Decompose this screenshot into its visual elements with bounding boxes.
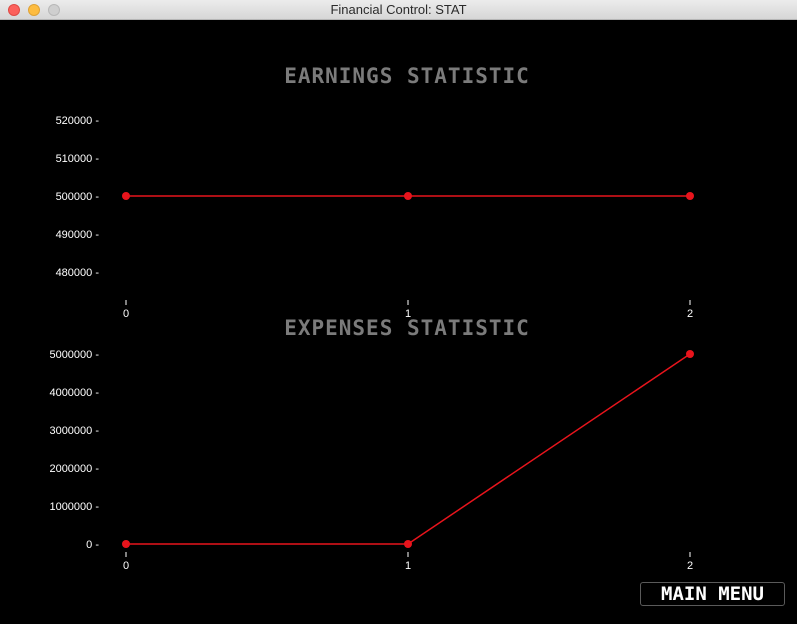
expenses-data-point [686, 350, 694, 358]
expenses-x-tick-label: 2 [687, 560, 693, 572]
expenses-x-tick-label: 1 [405, 560, 411, 572]
window-title: Financial Control: STAT [330, 2, 467, 17]
stat-screen: EARNINGS STATISTIC EXPENSES STATISTIC 48… [0, 20, 797, 624]
earnings-y-tick-label: 510000 - [56, 153, 100, 165]
expenses-y-tick-label: 1000000 - [49, 501, 99, 513]
earnings-y-tick-label: 480000 - [56, 267, 100, 279]
zoom-window-button[interactable] [48, 4, 60, 16]
close-window-button[interactable] [8, 4, 20, 16]
earnings-chart: 480000 - 490000 - 500000 - 510000 - 520000 -… [56, 115, 694, 320]
title-bar: Financial Control: STAT [0, 0, 797, 20]
earnings-data-point [404, 192, 412, 200]
expenses-y-tick-label: 0 - [86, 539, 99, 551]
expenses-y-tick-label: 3000000 - [49, 425, 99, 437]
expenses-chart-title: EXPENSES STATISTIC [284, 316, 530, 340]
expenses-y-tick-label: 2000000 - [49, 463, 99, 475]
expenses-data-point [122, 540, 130, 548]
earnings-data-point [122, 192, 130, 200]
earnings-x-tick-label: 1 [405, 308, 411, 320]
earnings-chart-title: EARNINGS STATISTIC [284, 64, 530, 88]
earnings-y-tick-label: 520000 - [56, 115, 100, 127]
earnings-data-point [686, 192, 694, 200]
earnings-x-tick-label: 2 [687, 308, 693, 320]
earnings-y-tick-label: 500000 - [56, 191, 100, 203]
expenses-y-tick-label: 4000000 - [49, 387, 99, 399]
earnings-y-tick-label: 490000 - [56, 229, 100, 241]
expenses-chart: 0 - 1000000 - 2000000 - 3000000 - 4000000 - 5… [49, 349, 694, 572]
expenses-x-tick-label: 0 [123, 560, 129, 572]
main-menu-button[interactable]: MAIN MENU [640, 582, 785, 606]
minimize-window-button[interactable] [28, 4, 40, 16]
expenses-y-tick-label: 5000000 - [49, 349, 99, 361]
expenses-data-point [404, 540, 412, 548]
expenses-series-line [126, 353, 691, 545]
earnings-x-tick-label: 0 [123, 308, 129, 320]
